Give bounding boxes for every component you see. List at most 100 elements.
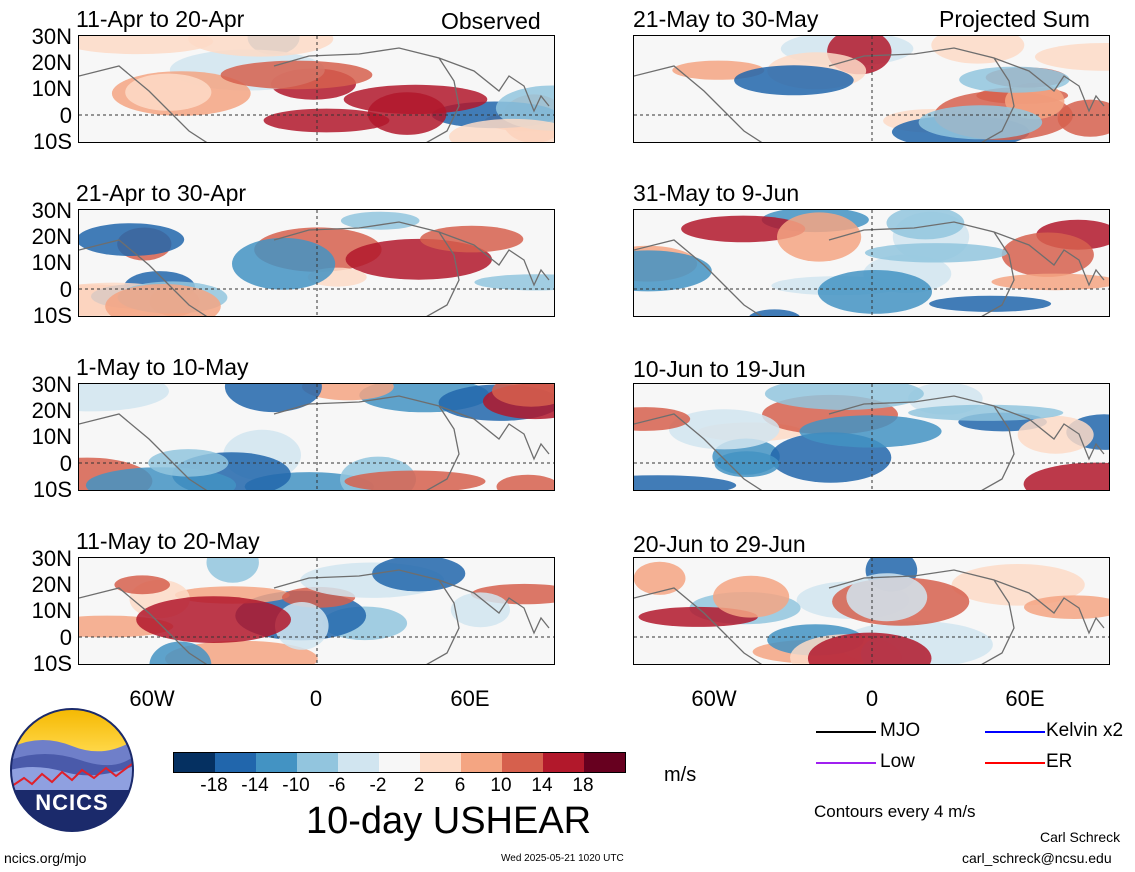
shear-anomaly-blob (220, 60, 373, 90)
contour-note: Contours every 4 m/s (814, 802, 976, 821)
shear-anomaly-blob (1001, 232, 1094, 277)
legend-low: Low (880, 751, 915, 772)
legend-mjo: MJO (880, 720, 921, 741)
shear-anomaly-blob (799, 415, 942, 448)
lat-label: 10N (31, 598, 72, 623)
shear-anomaly-blob (79, 384, 169, 412)
lon-label: 60E (1005, 686, 1045, 711)
coastline (79, 47, 550, 142)
colorbar-tick-label: -10 (282, 775, 310, 796)
lat-label: 20N (31, 50, 72, 75)
shear-anomaly-blob (1034, 43, 1109, 71)
shear-anomaly-blob (931, 36, 1025, 64)
map-panel (78, 383, 555, 491)
shear-anomaly-blob (929, 295, 1052, 312)
shear-anomaly-blob (302, 384, 394, 401)
shear-anomaly-blob (136, 596, 291, 643)
panel-title: 11-Apr to 20-Apr (76, 6, 245, 32)
mjo-line-swatch (816, 731, 876, 733)
shear-anomaly-blob (340, 211, 420, 230)
lat-label: 30N (31, 546, 72, 571)
legend-kelvin: Kelvin x2 (1046, 720, 1124, 741)
colorbar-swatch (297, 753, 338, 772)
colorbar-swatch (338, 753, 379, 772)
shear-anomaly-blob (474, 274, 554, 291)
colorbar-swatch (420, 753, 461, 772)
shear-anomaly-blob (79, 223, 185, 256)
coastline (634, 395, 1105, 490)
er-line-swatch (985, 762, 1045, 764)
map-panel (78, 557, 555, 665)
shear-anomaly-blob (714, 451, 780, 478)
footer-url: ncics.org/mjo (4, 850, 87, 866)
shear-anomaly-blob (367, 92, 447, 135)
shear-anomaly-blob (846, 573, 928, 622)
map-panel (633, 35, 1110, 143)
colorbar-tick-label: -14 (241, 775, 269, 796)
colorbar-tick-label: 14 (531, 775, 553, 796)
logo-text: NCICS (35, 790, 109, 815)
colorbar-swatch (584, 753, 625, 772)
shear-anomaly-blob (817, 270, 932, 314)
lat-label: 30N (31, 372, 72, 397)
colorbar-tick-label: 6 (454, 775, 466, 796)
shear-anomaly-blob (1057, 99, 1109, 137)
colorbar-swatch (174, 753, 215, 772)
shear-anomaly-blob (105, 284, 221, 316)
chart-title: 10-day USHEAR (306, 800, 592, 842)
shear-anomaly-blob (492, 384, 554, 407)
shear-anomaly-blob (344, 470, 486, 490)
panel-title: 21-Apr to 30-Apr (76, 180, 247, 206)
map-panel (633, 557, 1110, 665)
shear-anomaly-blob (713, 575, 790, 618)
colorbar-tick-label: -6 (328, 775, 346, 796)
colorbar (173, 752, 626, 773)
colorbar-tick-label: 18 (572, 775, 594, 796)
shear-anomaly-blob (1023, 462, 1109, 490)
colorbar-swatch (379, 753, 420, 772)
shear-anomaly-blob (450, 592, 510, 628)
lat-label: 10N (31, 424, 72, 449)
shear-anomaly-blob (918, 105, 1043, 140)
lat-label: 0 (59, 277, 72, 302)
shear-anomaly-blob (668, 409, 780, 450)
colorbar-tick-label: -2 (369, 775, 387, 796)
coastline (79, 221, 550, 316)
shear-anomaly-blob (232, 237, 336, 290)
shear-anomaly-blob (79, 36, 214, 55)
panel-title: 20-Jun to 29-Jun (633, 531, 806, 557)
colorbar-swatch (215, 753, 256, 772)
map-panel (633, 209, 1110, 317)
shear-anomaly-blob (951, 564, 1085, 606)
shear-anomaly-blob (1017, 415, 1094, 454)
shear-anomaly-blob (125, 73, 212, 111)
footer-author: Carl Schreck (1040, 829, 1121, 845)
map-panel (78, 209, 555, 317)
ncics-logo: NCICS (10, 708, 134, 832)
lat-label: 10N (31, 76, 72, 101)
lat-label: 30N (31, 198, 72, 223)
shear-anomaly-blob (496, 474, 554, 490)
legend-er: ER (1046, 751, 1073, 772)
kelvin-line-swatch (985, 731, 1045, 733)
lat-label: 20N (31, 572, 72, 597)
lat-label: 10S (32, 129, 72, 154)
footer-email: carl_schreck@ncsu.edu (962, 850, 1112, 866)
lon-label: 0 (309, 686, 323, 711)
lat-label: 0 (59, 625, 72, 650)
shear-anomaly-blob (188, 36, 334, 57)
coastline (634, 569, 1105, 664)
lon-label: 60W (691, 686, 737, 711)
coastline (79, 569, 550, 664)
lat-label: 10S (32, 651, 72, 676)
map-panel (78, 35, 555, 143)
colorbar-swatch (543, 753, 584, 772)
panel-title: 1-May to 10-May (76, 354, 249, 380)
lat-label: 0 (59, 451, 72, 476)
colorbar-swatch (502, 753, 543, 772)
panel-title: 21-May to 30-May (633, 6, 819, 32)
footer-timestamp: Wed 2025-05-21 1020 UTC (501, 853, 624, 864)
shear-anomaly-blob (959, 66, 1070, 93)
lat-label: 30N (31, 24, 72, 49)
shear-anomaly-blob (864, 243, 1008, 263)
